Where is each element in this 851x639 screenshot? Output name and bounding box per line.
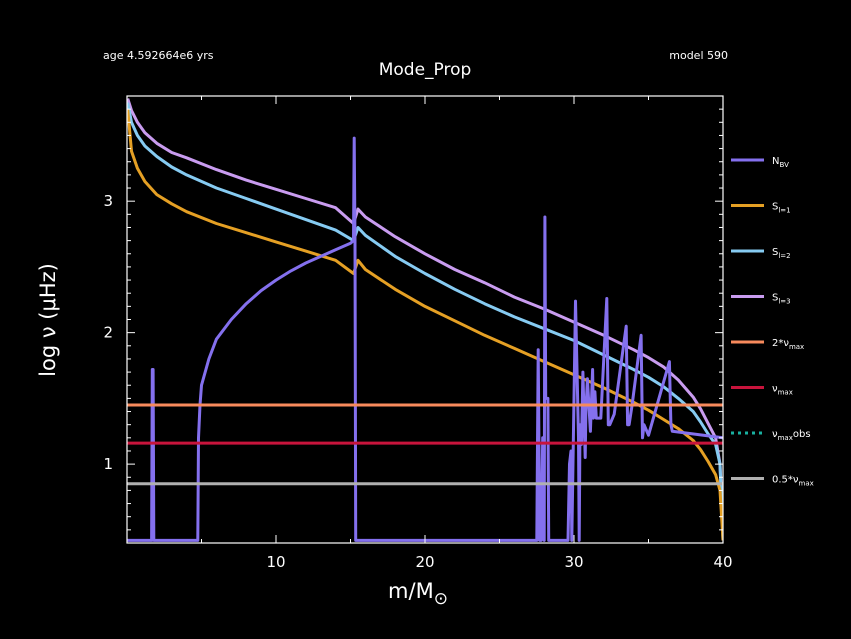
- model-label: model 590: [669, 49, 728, 62]
- x-tick-label: 30: [564, 553, 583, 571]
- series-S_l3: [127, 98, 723, 537]
- legend-entry-N_BV: NBV: [731, 156, 789, 169]
- chart-title: Mode_Prop: [379, 60, 472, 80]
- y-tick-label: 1: [103, 455, 113, 473]
- legend-label: νmax: [772, 384, 793, 397]
- legend-label: NBV: [772, 156, 789, 169]
- legend-entry-S_l1: Sl=1: [731, 202, 791, 215]
- x-tick-label: 40: [713, 553, 732, 571]
- legend-label: νmaxobs: [772, 429, 811, 442]
- legend-label: Sl=1: [772, 202, 791, 215]
- series-layer: [127, 98, 723, 542]
- x-tick-label: 20: [415, 553, 434, 571]
- legend-label: 0.5*νmax: [772, 475, 814, 488]
- series-N_BV: [127, 136, 723, 542]
- legend-label: 2*νmax: [772, 338, 804, 351]
- legend-entry-nu_max_obs: νmaxobs: [731, 429, 811, 442]
- legend-entry-S_l2: Sl=2: [731, 247, 791, 260]
- legend-entry-S_l3: Sl=3: [731, 293, 791, 306]
- x-axis-label: m/M⊙: [388, 579, 448, 609]
- tick-layer: 10 20 30 40 1 2 3: [103, 95, 733, 571]
- series-S_l2: [127, 102, 723, 541]
- legend-entry-half_nu_max: 0.5*νmax: [731, 475, 814, 488]
- y-tick-label: 3: [103, 192, 113, 210]
- x-tick-label: 10: [266, 553, 285, 571]
- y-tick-label: 2: [103, 324, 113, 342]
- series-S_l1: [127, 108, 723, 541]
- age-label: age 4.592664e6 yrs: [103, 49, 214, 62]
- legend: NBV Sl=1 Sl=2 Sl=3 2*νmax νmax νmaxobs 0.5*νmax: [731, 156, 814, 488]
- plot-frame: [126, 95, 724, 544]
- legend-label: Sl=2: [772, 247, 791, 260]
- y-axis-label: log ν (μHz): [36, 263, 60, 377]
- legend-label: Sl=3: [772, 293, 791, 306]
- legend-entry-two_nu_max: 2*νmax: [731, 338, 804, 351]
- legend-entry-nu_max: νmax: [731, 384, 793, 397]
